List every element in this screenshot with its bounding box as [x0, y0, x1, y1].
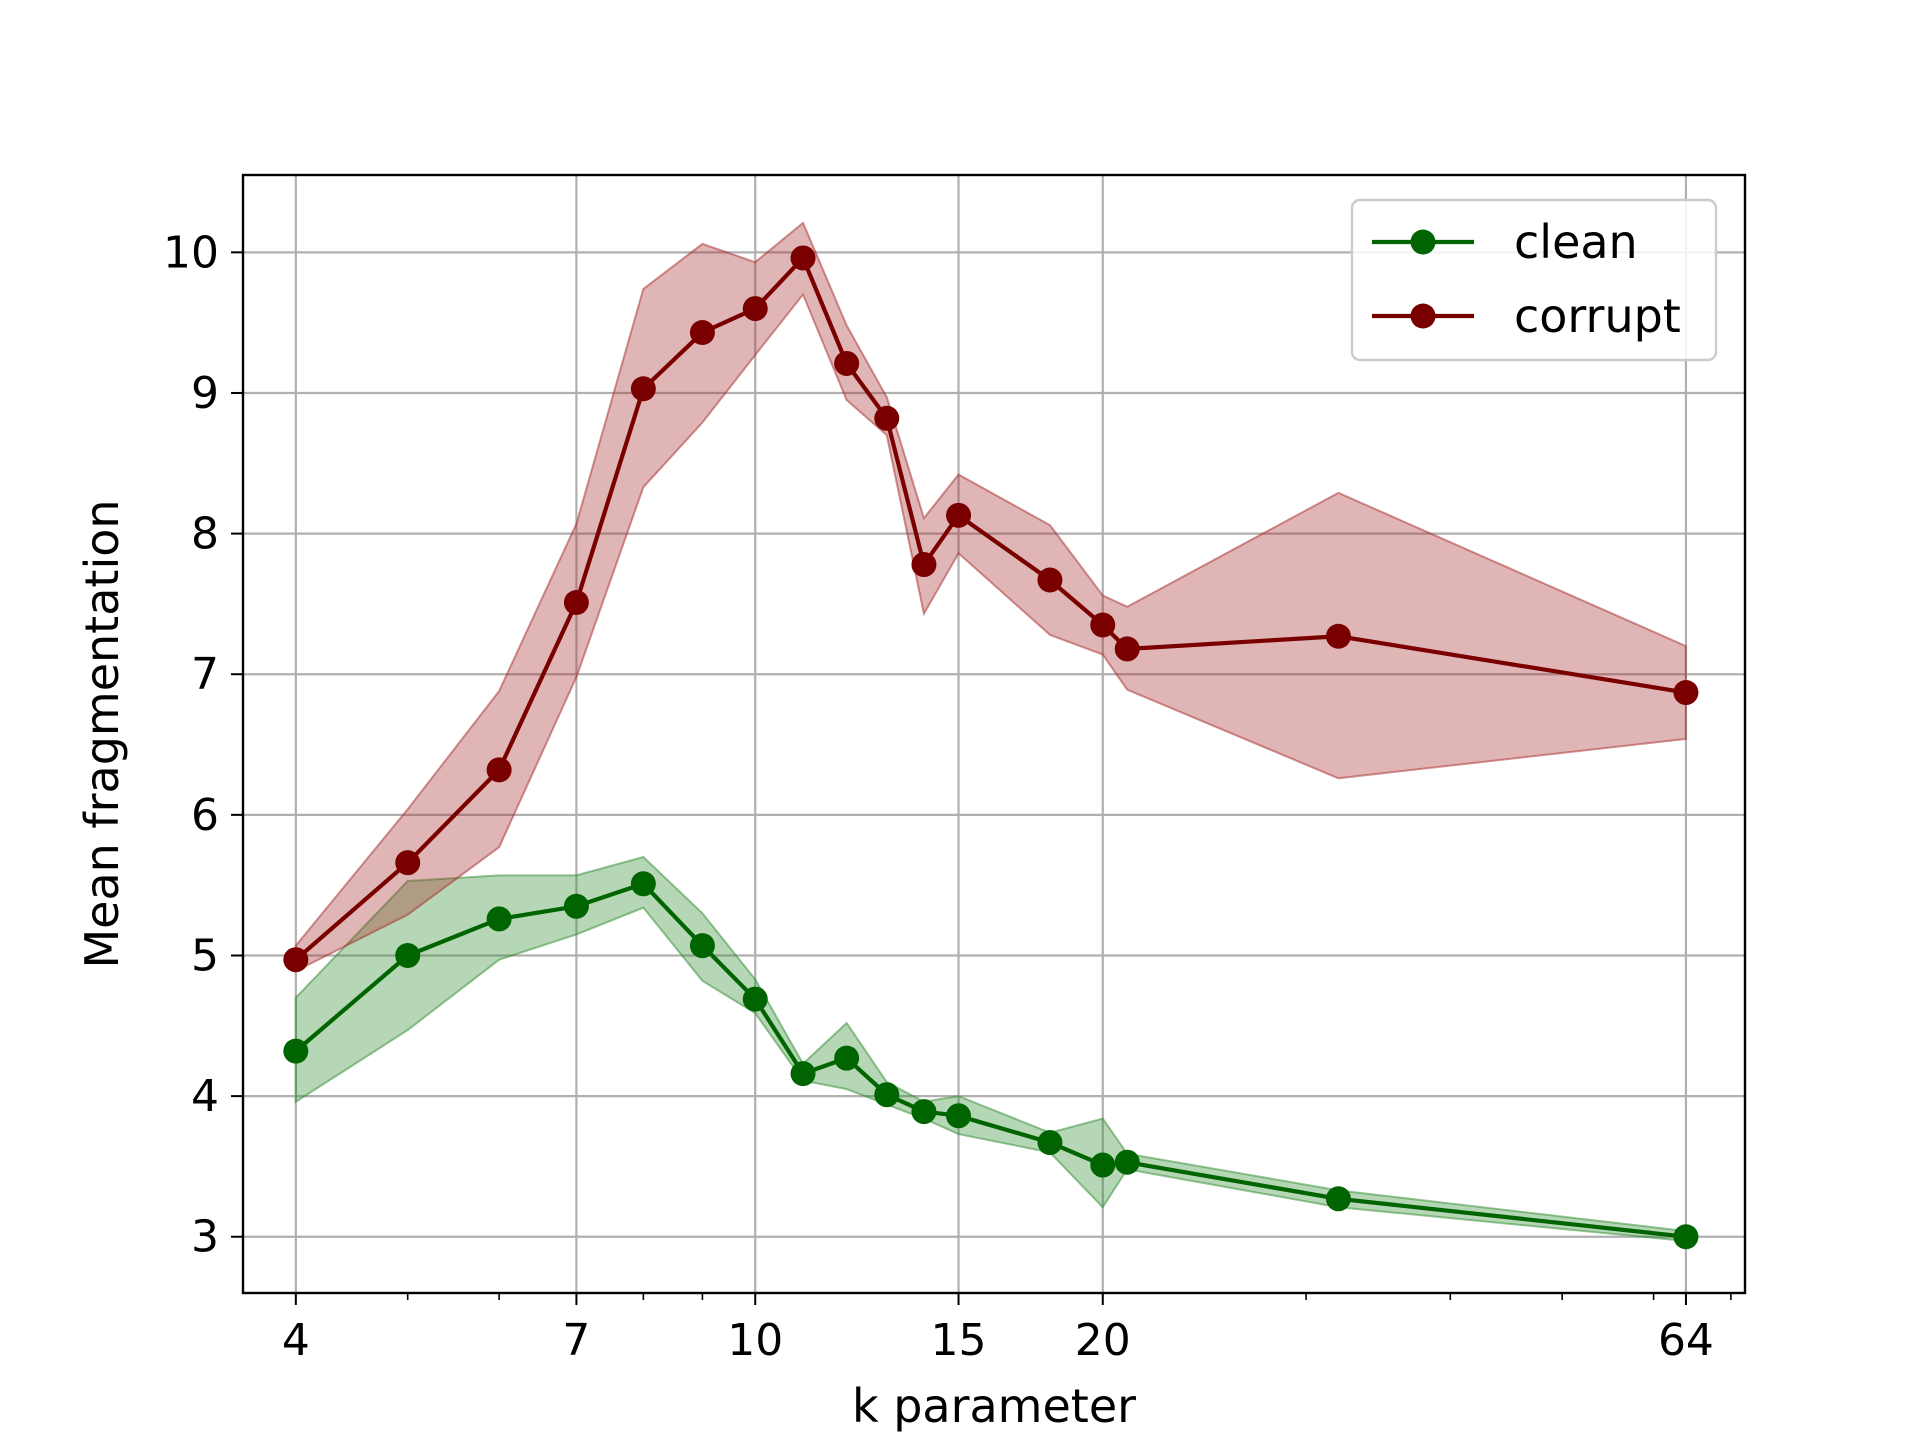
x-axis-label: k parameter — [852, 1379, 1136, 1433]
point-corrupt — [1673, 680, 1699, 706]
point-clean — [834, 1045, 860, 1071]
axes: 4 7 10 15 20 64 3 4 5 6 7 8 9 10 — [163, 173, 1747, 1366]
point-corrupt — [283, 947, 309, 973]
x-tick-label: 4 — [282, 1315, 310, 1366]
point-clean — [911, 1099, 937, 1125]
point-corrupt — [946, 502, 972, 528]
point-clean — [563, 893, 589, 919]
point-corrupt — [486, 757, 512, 783]
point-clean — [1673, 1224, 1699, 1250]
y-tick-label: 4 — [191, 1071, 219, 1122]
point-corrupt — [790, 245, 816, 271]
y-tick-label: 8 — [191, 509, 219, 560]
y-tick-label: 6 — [191, 790, 219, 841]
plot-frame — [241, 173, 1747, 1295]
y-tick-label: 5 — [191, 930, 219, 981]
point-clean — [395, 942, 421, 968]
point-clean — [790, 1061, 816, 1087]
legend-marker-clean — [1410, 229, 1436, 255]
x-tick-label: 64 — [1658, 1315, 1714, 1366]
series-points — [283, 245, 1699, 1250]
point-clean — [486, 906, 512, 932]
y-tick-label: 3 — [191, 1212, 219, 1263]
x-tick-label: 7 — [562, 1315, 590, 1366]
point-corrupt — [1090, 612, 1116, 638]
point-corrupt — [742, 296, 768, 322]
y-tick-label: 7 — [191, 649, 219, 700]
point-clean — [283, 1038, 309, 1064]
point-clean — [1114, 1149, 1140, 1175]
point-clean — [1090, 1152, 1116, 1178]
point-corrupt — [395, 850, 421, 876]
point-clean — [1037, 1130, 1063, 1156]
point-corrupt — [1325, 623, 1351, 649]
point-corrupt — [563, 590, 589, 616]
y-tick-label: 9 — [191, 368, 219, 419]
point-clean — [742, 986, 768, 1012]
legend-label-clean: clean — [1514, 215, 1638, 269]
legend: clean corrupt — [1350, 198, 1718, 362]
point-corrupt — [834, 350, 860, 376]
point-corrupt — [689, 320, 715, 346]
point-clean — [689, 933, 715, 959]
legend-marker-corrupt — [1410, 303, 1436, 329]
point-clean — [946, 1103, 972, 1129]
point-corrupt — [874, 405, 900, 431]
point-clean — [1325, 1186, 1351, 1212]
x-tick-label: 20 — [1075, 1315, 1131, 1366]
y-axis-label: Mean fragmentation — [75, 499, 129, 968]
x-tick-label: 15 — [931, 1315, 987, 1366]
point-corrupt — [630, 376, 656, 402]
y-tick-label: 10 — [163, 227, 219, 278]
point-clean — [630, 871, 656, 897]
band-corrupt — [294, 221, 1687, 973]
legend-label-corrupt: corrupt — [1514, 289, 1681, 343]
point-corrupt — [1114, 636, 1140, 662]
point-corrupt — [911, 552, 937, 578]
point-corrupt — [1037, 567, 1063, 593]
point-clean — [874, 1082, 900, 1108]
x-tick-label: 10 — [727, 1315, 783, 1366]
gridlines — [243, 175, 1745, 1293]
